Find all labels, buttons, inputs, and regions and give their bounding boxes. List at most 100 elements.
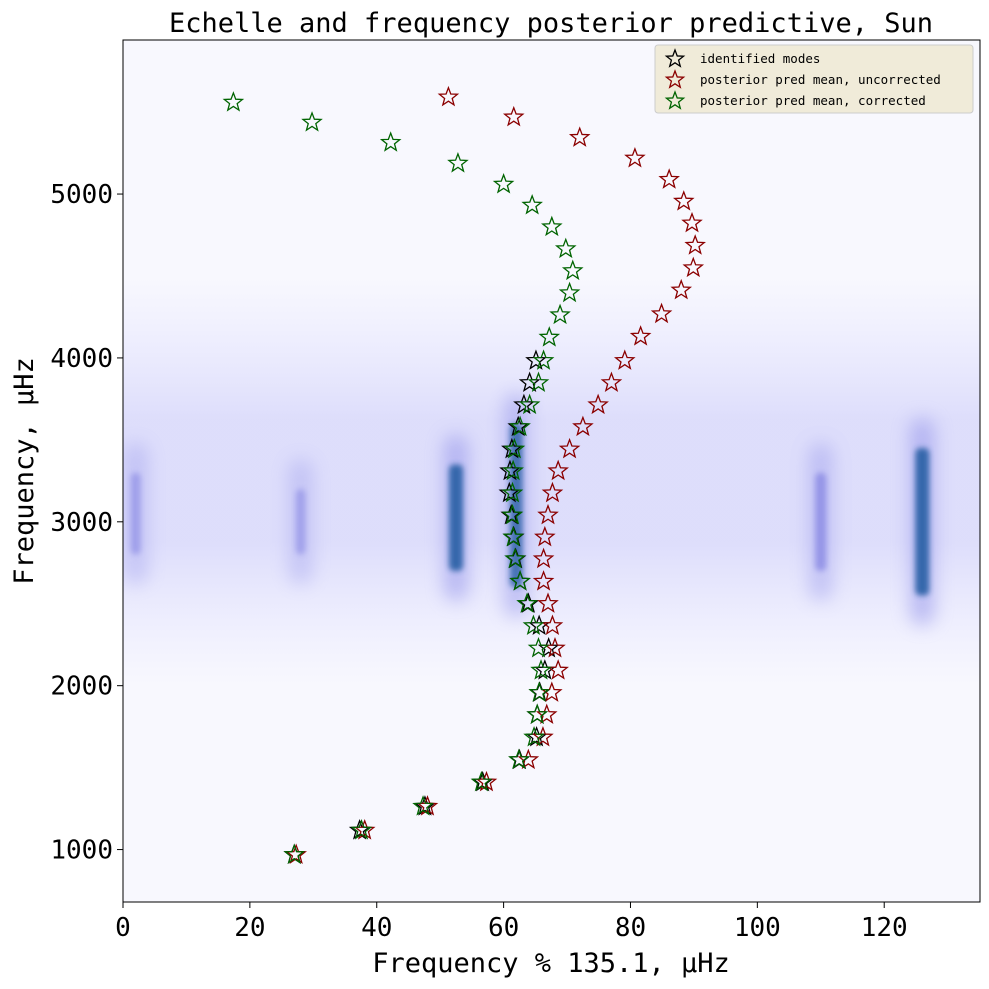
series-2-point <box>501 481 524 503</box>
series-2-point <box>561 259 584 281</box>
series-2-point <box>530 659 552 680</box>
series-1 <box>285 85 706 864</box>
series-1-point <box>572 415 594 437</box>
series-1-point <box>568 126 591 147</box>
series-2-point <box>521 193 543 215</box>
legend-label: identified modes <box>700 51 820 66</box>
series-1-point <box>558 437 581 459</box>
series-2-point <box>528 681 550 702</box>
x-axis-label: Frequency % 135.1, μHz <box>372 948 730 979</box>
series-2-point <box>350 819 373 840</box>
x-tick-label: 80 <box>615 913 646 943</box>
series-2-point <box>283 843 306 864</box>
series-2-point <box>222 91 245 112</box>
series-1-point <box>682 256 705 278</box>
series-2-point <box>502 525 524 547</box>
series-1-point <box>537 592 559 613</box>
series-2-point <box>538 326 561 347</box>
series-2 <box>222 91 584 864</box>
series-0-point <box>513 393 535 415</box>
series-2-point <box>509 570 531 591</box>
heatmap-band <box>123 275 980 686</box>
heatmap-ridge <box>449 464 464 571</box>
y-tick-label: 5000 <box>50 180 113 210</box>
heatmap-ridge <box>509 423 523 588</box>
series-2-point <box>379 131 402 152</box>
series-2-point <box>470 770 493 792</box>
echelle-power-heatmap <box>123 275 980 686</box>
legend-marker <box>664 69 686 89</box>
series-1-point <box>534 525 556 547</box>
series-1-point <box>684 234 706 255</box>
series-2-point <box>492 173 515 194</box>
series-1-point <box>537 503 559 525</box>
x-tick-label: 120 <box>861 913 908 943</box>
x-tick-label: 60 <box>488 913 519 943</box>
legend-marker <box>664 90 686 110</box>
series-2-point <box>527 371 550 393</box>
series-1-point <box>624 146 646 168</box>
series-1-point <box>547 659 569 680</box>
heatmap-ridge <box>915 448 930 596</box>
series-1-point <box>532 570 555 591</box>
series-2-point <box>518 393 541 415</box>
series-2-point <box>549 303 571 325</box>
series-2-point <box>502 459 524 481</box>
y-axis: 1000 2000 3000 4000 5000 <box>50 180 123 866</box>
series-2-point <box>509 415 531 437</box>
chart-title: Echelle and frequency posterior predicti… <box>169 8 933 39</box>
y-tick-label: 4000 <box>50 344 113 374</box>
series-1-point <box>600 371 623 393</box>
series-2-point <box>447 152 469 173</box>
series-2-point <box>522 614 545 636</box>
series-2-point <box>412 795 434 816</box>
y-tick-label: 2000 <box>50 672 113 702</box>
legend-label: posterior pred mean, uncorrected <box>700 72 941 87</box>
x-tick-label: 20 <box>234 913 265 943</box>
series-2-point <box>503 437 526 459</box>
series-1-point <box>650 302 673 324</box>
legend-marker <box>664 48 686 68</box>
data-series <box>222 85 706 864</box>
series-1-point <box>629 325 652 346</box>
y-axis-label: Frequency, μHz <box>9 357 40 585</box>
heatmap-ridge <box>295 489 306 555</box>
x-tick-label: 0 <box>115 913 131 943</box>
series-1-point <box>658 168 680 189</box>
heatmap-ridge <box>130 472 141 555</box>
series-2-point <box>526 703 549 725</box>
series-1-point <box>541 481 564 503</box>
series-2-point <box>554 237 577 259</box>
series-1-point <box>681 211 703 233</box>
series-1-point <box>587 393 609 415</box>
series-1-point <box>541 614 564 636</box>
x-tick-label: 40 <box>361 913 392 943</box>
series-2-point <box>508 748 530 770</box>
series-1-point <box>672 190 695 211</box>
y-tick-label: 3000 <box>50 508 113 538</box>
legend-label: posterior pred mean, corrected <box>700 93 926 108</box>
series-1-point <box>532 547 555 569</box>
series-1-point <box>547 459 569 481</box>
x-axis: 0 20 40 60 80 100 120 <box>115 902 908 943</box>
series-2-point <box>541 215 563 237</box>
series-2-point <box>301 111 323 132</box>
series-1-point <box>670 278 693 300</box>
series-2-point <box>523 725 545 747</box>
legend: identified modes posterior pred mean, unc… <box>654 44 974 114</box>
series-2-point <box>527 636 550 658</box>
series-1-point <box>502 105 525 127</box>
series-2-point <box>532 349 555 370</box>
plot-border <box>122 39 981 903</box>
legend-box <box>654 44 974 114</box>
series-0-point <box>525 349 547 370</box>
series-1-point <box>437 85 460 107</box>
series-2-point <box>558 281 581 303</box>
series-1-point <box>613 349 636 370</box>
series-2-point <box>501 503 524 525</box>
plot-frame <box>122 39 981 903</box>
y-tick-label: 1000 <box>50 836 113 866</box>
series-2-point <box>504 547 526 569</box>
heatmap-ridge <box>815 472 827 571</box>
